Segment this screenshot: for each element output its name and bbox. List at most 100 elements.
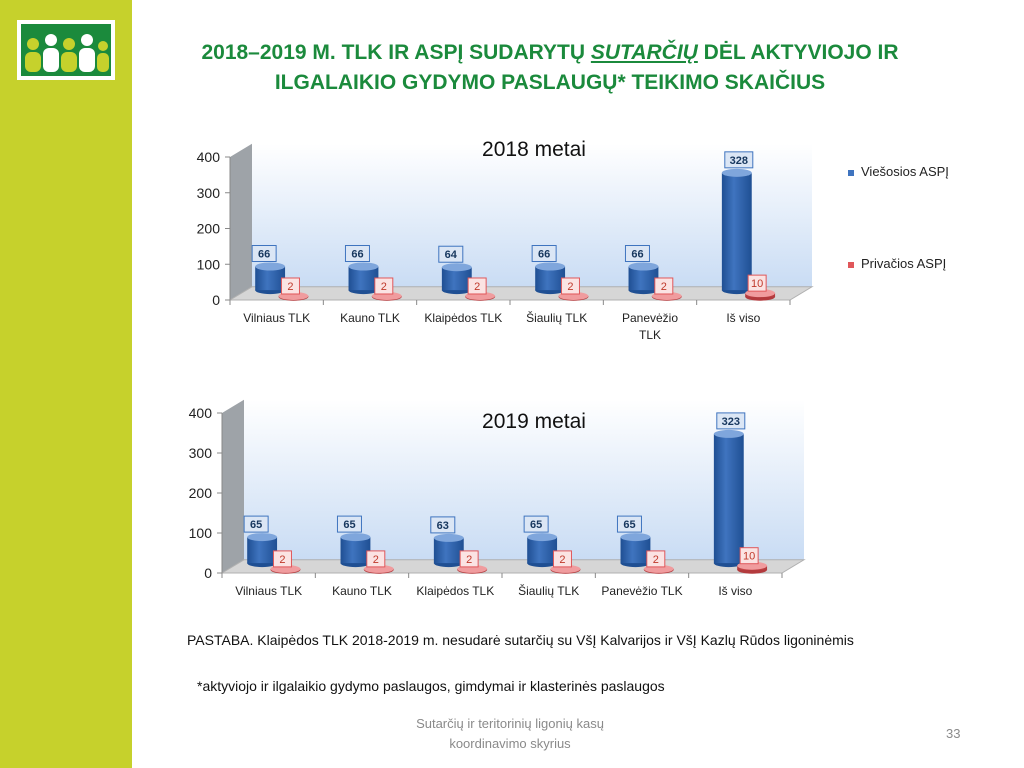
bar-viesosios [713,429,744,568]
bar-viesosios [721,168,752,295]
y-tick-label: 300 [189,445,213,461]
svg-text:66: 66 [258,249,270,261]
bar-viesosios [247,533,278,568]
x-tick-label: Klaipėdos TLK [416,584,494,598]
bar-viesosios [441,263,472,295]
people-logo-icon [21,24,111,76]
data-label: 2 [467,277,487,295]
data-label: 66 [251,245,277,263]
bar-viesosios [433,533,464,568]
svg-text:2: 2 [279,554,285,566]
svg-text:2: 2 [661,281,667,293]
footnote-text: *aktyviojo ir ilgalaikio gydymo paslaugo… [197,678,665,694]
y-tick-label: 0 [204,565,212,581]
x-tick-label: Šiaulių TLK [526,310,587,325]
svg-text:10: 10 [743,551,755,563]
legend-item-privacios: Privačios ASPĮ [848,256,946,271]
x-tick-label: Vilniaus TLK [243,311,310,325]
svg-text:65: 65 [250,519,262,531]
x-tick-label: Klaipėdos TLK [424,311,502,325]
y-tick-label: 100 [189,525,213,541]
svg-text:2: 2 [559,554,565,566]
svg-text:10: 10 [751,278,763,290]
side-wall [222,399,244,573]
data-label: 328 [724,151,754,169]
side-wall [230,143,252,300]
slide-title: 2018–2019 M. TLK IR ASPĮ SUDARYTŲ SUTARČ… [201,41,899,94]
data-label: 2 [646,550,666,568]
data-label: 63 [430,516,456,534]
svg-text:2: 2 [373,554,379,566]
y-tick-label: 0 [212,292,220,308]
data-label: 2 [280,277,300,295]
page-number: 33 [946,726,961,741]
svg-text:66: 66 [538,249,550,261]
x-tick-label: Kauno TLK [332,584,392,598]
data-label: 65 [523,515,549,533]
data-label: 65 [336,515,362,533]
bar-viesosios [527,533,558,568]
y-tick-label: 300 [197,185,221,201]
legend-item-viesosios: Viešosios ASPĮ [848,164,949,179]
y-tick-label: 200 [197,221,221,237]
svg-text:2: 2 [466,554,472,566]
data-label: 66 [344,245,370,263]
x-tick-label: Vilniaus TLK [235,584,302,598]
chart-title: 2018 metai [482,138,586,161]
svg-text:2: 2 [567,281,573,293]
data-label: 10 [747,274,767,292]
data-label: 2 [374,277,394,295]
data-label: 2 [272,550,292,568]
svg-text:65: 65 [530,519,542,531]
x-tick-label: Iš viso [718,584,752,598]
note-text: PASTABA. Klaipėdos TLK 2018-2019 m. nesu… [187,632,854,648]
footer-text: Sutarčių ir teritorinių ligonių kasų koo… [416,716,604,751]
svg-text:66: 66 [351,249,363,261]
chart-2018: 0 100 200 300 400 2018 metai Vilniaus TLK 66 2 Ka… [197,138,814,342]
data-label: 323 [716,412,746,430]
data-label: 65 [243,515,269,533]
svg-text:2: 2 [381,281,387,293]
svg-text:2: 2 [287,281,293,293]
data-label: 64 [438,245,464,263]
data-label: 2 [459,550,479,568]
logo [17,20,115,80]
bar-viesosios [535,262,566,295]
back-wall [252,143,812,287]
bar-privacios [745,289,776,301]
sidebar-strip [0,0,132,768]
data-label: 2 [560,277,580,295]
x-tick-label: Panevėžio TLK [601,584,682,598]
svg-text:323: 323 [722,416,740,428]
y-tick-label: 200 [189,485,213,501]
svg-text:328: 328 [730,155,748,167]
y-tick-label: 100 [197,256,221,272]
x-tick-label: Šiaulių TLK [518,583,579,598]
data-label: 2 [366,550,386,568]
data-label: 66 [531,245,557,263]
chart-title: 2019 metai [482,410,586,433]
bar-viesosios [340,533,371,568]
title-emphasis: SUTARČIŲ [590,41,698,64]
x-tick-label: Panevėžio [622,311,678,325]
data-label: 2 [552,550,572,568]
chart-2019: 0 100 200 300 400 2019 metai Vilniaus TLK 65 2 Ka… [189,399,806,598]
svg-text:66: 66 [631,249,643,261]
bar-viesosios [348,262,379,295]
y-tick-label: 400 [189,405,213,421]
x-tick-label: Iš viso [726,311,760,325]
x-tick-label: Kauno TLK [340,311,400,325]
svg-text:65: 65 [343,519,355,531]
bar-viesosios [620,533,651,568]
x-tick-label: TLK [639,328,661,342]
svg-text:63: 63 [437,520,449,532]
bar-viesosios [255,262,286,295]
back-wall [244,399,804,560]
data-label: 10 [739,547,759,565]
svg-text:65: 65 [623,519,635,531]
svg-text:2: 2 [474,281,480,293]
data-label: 66 [624,245,650,263]
bar-viesosios [628,262,659,295]
svg-text:64: 64 [445,249,458,261]
data-label: 2 [654,277,674,295]
